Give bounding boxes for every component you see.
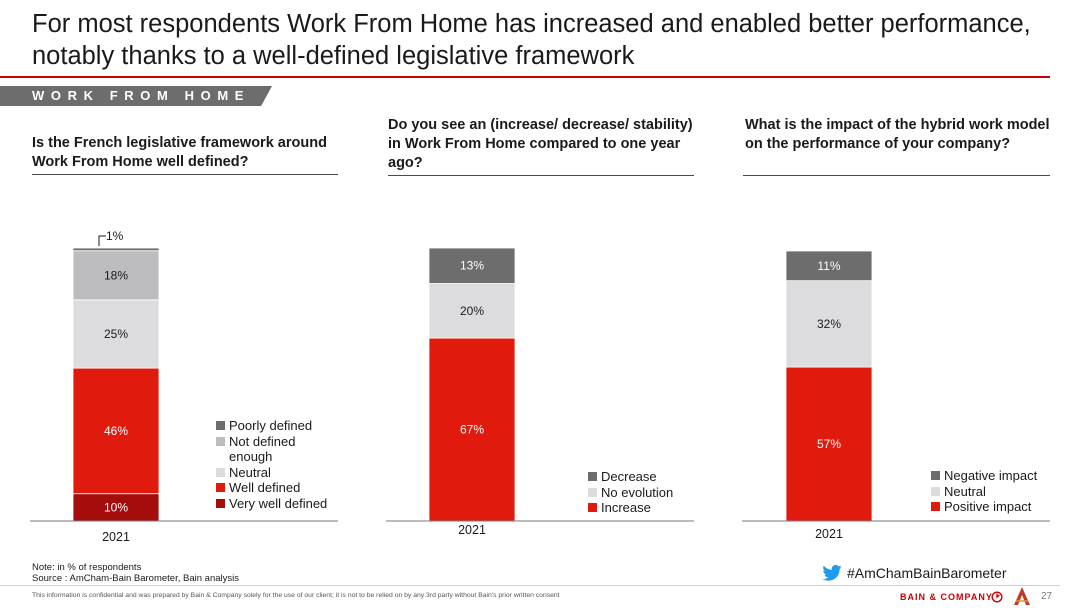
data-label-1-1: 10% — [104, 500, 128, 514]
question-2: Do you see an (increase/ decrease/ stabi… — [388, 117, 693, 171]
bar-segment-1-3 — [72, 299, 160, 369]
twitter-icon — [822, 565, 842, 581]
legend-label: Poorly defined — [229, 418, 313, 433]
data-label-1-5: 1% — [106, 229, 124, 243]
bar-segment-3-2 — [785, 280, 873, 368]
bar-segment-2-3 — [428, 247, 516, 284]
bar-segment-1-5 — [72, 247, 160, 252]
title-divider — [0, 76, 1050, 78]
legend-swatch — [931, 486, 940, 496]
legend-item: Not defined enough — [216, 434, 336, 465]
legend-label: Neutral — [944, 483, 986, 499]
category-label-1: 2021 — [102, 530, 130, 544]
data-label-1-3: 25% — [104, 327, 128, 341]
legend-swatch — [588, 487, 597, 497]
legend-item: Positive impact — [931, 499, 1061, 515]
legend-item: Well defined — [216, 480, 336, 496]
legend-swatch — [216, 498, 225, 508]
source-text: Source : AmCham-Bain Barometer, Bain ana… — [32, 573, 239, 584]
question-3-rule — [743, 175, 1050, 176]
legend-label: Not defined enough — [229, 433, 296, 465]
legend-item: Poorly defined — [216, 418, 336, 434]
legend-label: Very well defined — [229, 495, 328, 511]
data-label-2-1: 67% — [460, 423, 484, 437]
section-label: WORK FROM HOME — [32, 88, 251, 103]
page-number: 27 — [1041, 591, 1053, 602]
legend-swatch — [588, 472, 597, 481]
footer-divider — [0, 585, 1060, 586]
legend-label: No evolution — [601, 484, 674, 500]
legend-chart-2: Decrease No evolution Increase — [588, 469, 708, 516]
data-label-3-2: 32% — [817, 317, 841, 331]
footnote: Note: in % of respondents Source : AmCha… — [32, 562, 239, 584]
data-label-2-3: 13% — [460, 259, 484, 273]
legend-label: Well defined — [229, 480, 301, 495]
callout-line-1-5 — [98, 235, 106, 246]
section-banner: WORK FROM HOME — [0, 86, 272, 106]
note-text: Note: in % of respondents — [32, 562, 142, 573]
legend-swatch — [216, 483, 225, 492]
amcham-logo-icon — [1014, 587, 1030, 605]
legend-chart-1: Poorly defined Not defined enough Neutral W… — [216, 418, 336, 511]
bar-segment-3-1 — [785, 366, 873, 522]
twitter-hashtag[interactable]: #AmChamBainBarometer — [822, 565, 1007, 581]
legend-chart-3: Negative impact Neutral Positive impact — [931, 468, 1061, 515]
legend-item: Increase — [588, 500, 708, 516]
legend-swatch — [931, 471, 940, 480]
data-label-3-3: 11% — [817, 259, 840, 273]
legend-label: Negative impact — [944, 468, 1038, 483]
legend-label: Neutral — [229, 464, 271, 480]
legend-label: Increase — [601, 500, 651, 515]
legend-item: No evolution — [588, 485, 708, 501]
bain-logo-icon — [991, 591, 1003, 603]
legend-label: Positive impact — [944, 499, 1032, 514]
bain-logo-text: BAIN & COMPANY — [900, 592, 993, 602]
legend-item: Negative impact — [931, 468, 1061, 484]
legend-swatch — [588, 503, 597, 512]
question-1-rule — [32, 174, 338, 175]
legend-label: Decrease — [601, 469, 657, 484]
legend-item: Very well defined — [216, 496, 336, 512]
data-label-3-1: 57% — [817, 437, 841, 451]
legend-item: Neutral — [931, 484, 1061, 500]
legend-swatch — [216, 436, 225, 446]
data-label-1-2: 46% — [104, 424, 128, 438]
legend-item: Neutral — [216, 465, 336, 481]
confidential-notice: This information is confidential and was… — [32, 592, 560, 599]
question-2-rule — [388, 175, 694, 176]
category-label-2: 2021 — [458, 523, 486, 537]
page-title: For most respondents Work From Home has … — [32, 10, 1031, 70]
bar-segment-3-3 — [785, 250, 873, 282]
bar-segment-1-4 — [72, 250, 160, 301]
hashtag-text: #AmChamBainBarometer — [847, 565, 1007, 581]
bar-segment-2-2 — [428, 283, 516, 339]
legend-swatch — [931, 502, 940, 511]
question-3: What is the impact of the hybrid work mo… — [745, 117, 1050, 152]
question-1: Is the French legislative framework arou… — [32, 135, 327, 170]
data-label-1-4: 18% — [104, 268, 128, 282]
data-label-2-2: 20% — [460, 304, 484, 318]
legend-item: Decrease — [588, 469, 708, 485]
legend-swatch — [216, 467, 225, 477]
legend-swatch — [216, 421, 225, 430]
category-label-3: 2021 — [815, 527, 843, 541]
